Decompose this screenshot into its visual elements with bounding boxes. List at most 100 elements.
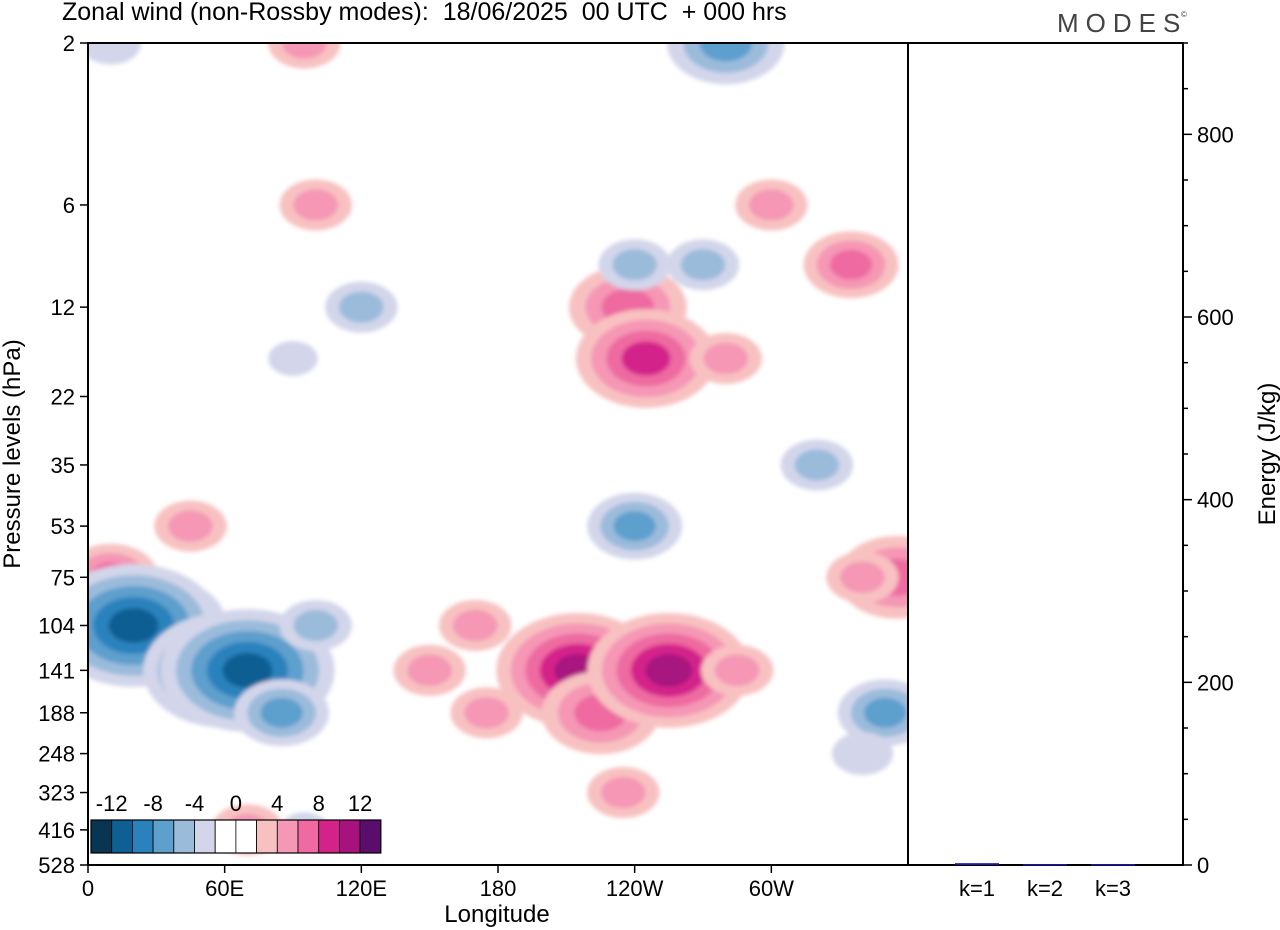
- wind-feature: [575, 309, 717, 408]
- contour-band: [282, 43, 327, 59]
- wind-feature: [393, 644, 466, 696]
- contour-band: [864, 697, 907, 728]
- energy-axis: 0 200 400 600 800: [1183, 42, 1234, 878]
- energy-axis-label: Energy (J/kg): [1254, 383, 1280, 526]
- y-axis: 2 6 12 22 35 53 75 104 141 188 248 323 416 528: [38, 31, 88, 878]
- y-tick-label: 12: [51, 295, 75, 320]
- wind-feature: [689, 332, 762, 384]
- energy-bar-panel: [907, 42, 1184, 866]
- contour-band: [612, 249, 657, 281]
- energy-tick-label: 600: [1197, 305, 1234, 330]
- wind-feature: [268, 340, 318, 376]
- y-tick-label: 248: [38, 742, 75, 767]
- y-tick-label: 141: [38, 658, 75, 683]
- energy-category-label: k=1: [959, 876, 995, 901]
- x-tick-label: 120W: [606, 876, 664, 901]
- contour-band: [840, 561, 885, 593]
- energy-bar: [1091, 864, 1135, 866]
- y-tick-label: 53: [51, 514, 75, 539]
- y-tick-label: 35: [51, 453, 75, 478]
- contour-band: [260, 697, 303, 728]
- x-tick-label: 60W: [749, 876, 794, 901]
- contour-band: [794, 449, 840, 481]
- y-tick-label: 75: [51, 565, 75, 590]
- energy-category-label: k=3: [1095, 876, 1131, 901]
- wind-feature: [439, 599, 512, 651]
- contour-band: [452, 609, 498, 642]
- colorbar-cell: [256, 819, 278, 854]
- contour-band: [268, 340, 318, 376]
- contour-band: [407, 654, 452, 687]
- contour-band: [293, 189, 339, 221]
- wind-feature: [666, 239, 740, 291]
- wind-feature: [587, 492, 683, 560]
- energy-bar: [955, 863, 999, 865]
- colorbar-label: -12: [96, 791, 128, 816]
- energy-category-label: k=2: [1027, 876, 1063, 901]
- contour-band: [339, 291, 384, 323]
- colorbar-cell: [338, 819, 361, 854]
- contour-band: [600, 776, 646, 809]
- contour-band: [168, 510, 213, 542]
- x-axis-label: Longitude: [444, 901, 549, 928]
- colorbar-cell: [214, 819, 237, 854]
- wind-feature: [735, 179, 808, 231]
- contour-band: [831, 732, 893, 776]
- colorbar-label: 0: [230, 791, 242, 816]
- wind-feature: [268, 43, 341, 69]
- contour-band: [88, 43, 142, 65]
- contour-band: [680, 249, 726, 281]
- wind-feature: [780, 439, 854, 491]
- wind-feature: [837, 679, 908, 747]
- wind-feature: [826, 551, 899, 603]
- colorbar-label: 4: [271, 791, 283, 816]
- wind-feature: [450, 687, 523, 739]
- colorbar-cell: [276, 819, 299, 854]
- colorbar-cell: [318, 819, 340, 854]
- contour-band: [464, 697, 509, 729]
- contour-band: [749, 189, 794, 221]
- energy-bar: [1023, 864, 1067, 866]
- wind-feature: [803, 231, 899, 299]
- y-tick-label: 22: [51, 384, 75, 409]
- contour-band: [613, 511, 656, 542]
- colorbar-cell: [152, 819, 175, 854]
- copyright-mark: ©: [1181, 10, 1187, 19]
- colorbar-cell: [131, 819, 154, 854]
- contour-band: [645, 653, 693, 687]
- wind-feature: [598, 239, 671, 291]
- colorbar-label: 8: [313, 791, 325, 816]
- contour-band: [222, 652, 273, 688]
- colorbar-label: -8: [143, 791, 163, 816]
- x-axis: 0 60E 120E 180 120W 60W: [82, 865, 794, 901]
- y-tick-label: 104: [38, 613, 75, 638]
- contour-band: [714, 654, 760, 687]
- y-tick-label: 416: [38, 818, 75, 843]
- energy-bars: k=1 k=2 k=3: [955, 863, 1135, 901]
- y-tick-label: 323: [38, 781, 75, 806]
- wind-feature: [587, 767, 660, 819]
- x-tick-label: 180: [480, 876, 517, 901]
- wind-feature: [234, 679, 330, 747]
- contour-band: [703, 342, 749, 375]
- y-axis-label: Pressure levels (hPa): [0, 339, 26, 568]
- x-tick-label: 0: [82, 876, 94, 901]
- energy-tick-label: 200: [1197, 670, 1234, 695]
- contour-band: [829, 249, 873, 280]
- contour-band: [621, 341, 671, 376]
- x-tick-label: 120E: [336, 876, 387, 901]
- wind-feature: [88, 43, 142, 65]
- colorbar-cell: [359, 819, 382, 854]
- colorbar-label: -4: [185, 791, 205, 816]
- energy-tick-label: 400: [1197, 488, 1234, 513]
- y-tick-label: 528: [38, 853, 75, 878]
- wind-feature: [279, 599, 352, 651]
- wind-feature: [325, 281, 398, 333]
- colorbar-label: 12: [348, 791, 372, 816]
- chart-title: Zonal wind (non-Rossby modes): 18/06/202…: [62, 0, 787, 26]
- wind-feature: [700, 644, 774, 696]
- y-tick-label: 6: [63, 193, 75, 218]
- contour-band: [293, 609, 339, 642]
- energy-tick-label: 0: [1197, 853, 1209, 878]
- wind-feature: [154, 500, 227, 552]
